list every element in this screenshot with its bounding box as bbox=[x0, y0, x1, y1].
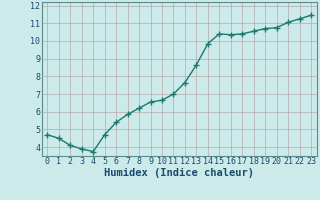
X-axis label: Humidex (Indice chaleur): Humidex (Indice chaleur) bbox=[104, 168, 254, 178]
